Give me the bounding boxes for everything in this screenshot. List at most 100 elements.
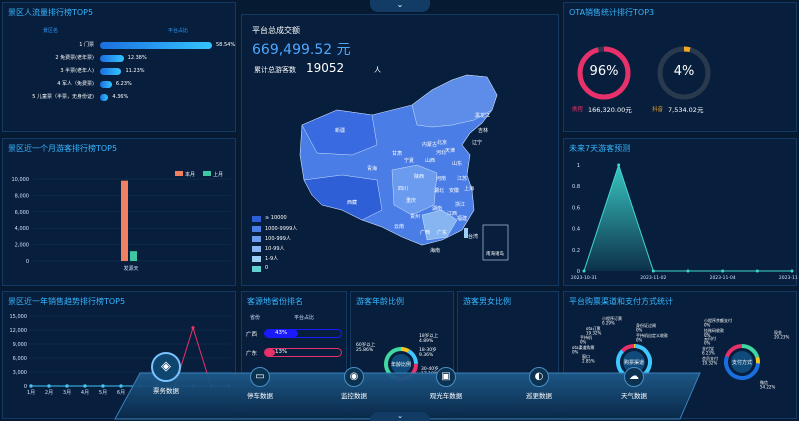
pie-slice — [725, 344, 743, 358]
payment-label: 支付宝 — [702, 345, 714, 351]
payment-label: 会员支付 — [702, 355, 718, 361]
pie-slice — [400, 347, 410, 353]
data-point — [65, 384, 69, 388]
dock-item-2[interactable]: ◉ 监控数据 — [328, 367, 380, 400]
channel-label: ota渠道购票 — [572, 344, 594, 350]
payment-label: 小程序余额支付 — [704, 317, 732, 323]
origin-name: 广东 — [246, 351, 258, 357]
map-legend-label: ≥ 10000 — [265, 215, 287, 221]
col-prov-header: 省份 — [250, 315, 261, 321]
dock-item-4[interactable]: ◐ 巡更数据 — [513, 367, 565, 400]
x-tick-label: 5月 — [99, 390, 107, 396]
ring-progress — [657, 46, 711, 100]
pie-slice — [741, 344, 760, 359]
total-amount: 669,499.52 元 — [252, 42, 351, 58]
month-visitor-panel: 景区近一个月游客排行榜TOP5 10,000 8,000 6,000 4,000 2,0… — [2, 138, 236, 286]
payment-pct: 0% — [704, 341, 711, 346]
top5-name: 2 免费票(老年票) — [55, 55, 94, 61]
map-legend-item: 10-99人 — [252, 245, 322, 255]
map-legend-swatch — [252, 246, 261, 252]
top5-row: 1 门票 58.54% — [3, 41, 237, 51]
province-label: 海南 — [430, 248, 441, 254]
dock-label: 停车数据 — [247, 392, 273, 400]
top5-row: 4 军人（免费票) 6.23% — [3, 80, 237, 90]
province-label: 天津 — [445, 148, 456, 154]
payment-pct: 54.22% — [760, 385, 775, 390]
china-map[interactable]: 南海诸岛 — [242, 15, 560, 287]
y-tick-label: 0.6 — [572, 205, 580, 211]
y-tick-label: 0.2 — [572, 248, 580, 254]
col-name-header: 景区名 — [43, 28, 59, 34]
top5-bar — [100, 94, 109, 101]
y-tick-label: 15,000 — [10, 314, 28, 320]
y-tick-label: 0 — [24, 384, 27, 390]
map-legend-item: 0 — [252, 265, 322, 275]
dock-item-0[interactable]: ◈ 票务数据 — [140, 352, 192, 395]
origin-bar-track: 43% — [264, 329, 342, 338]
legend-label: 本月 — [185, 171, 195, 178]
map-legend-swatch — [252, 226, 261, 232]
province-label: 河北 — [436, 150, 447, 156]
map-legend-label: 0 — [265, 265, 269, 271]
province-label: 湖北 — [434, 188, 445, 194]
map-legend-swatch — [252, 216, 261, 222]
channel-pct: 19.32% — [586, 331, 601, 336]
ota-pct: 96% — [589, 64, 619, 79]
y-tick-label: 6,000 — [13, 356, 27, 362]
dock-item-5[interactable]: ☁ 天气数据 — [608, 367, 660, 400]
dock-item-1[interactable]: ▭ 停车数据 — [234, 367, 286, 400]
ota-panel: OTA销售统计排行TOP3 96% 携程 166,320.00元 4% 抖音 7,534.… — [563, 2, 797, 132]
panel-title: 客源地省份排名 — [247, 297, 303, 306]
forecast-panel: 未来7天游客预测 1 0.8 0.6 0.4 0.2 0 2023-10-31 2023-11… — [563, 138, 798, 286]
bottom-collapse-tab[interactable]: ⌄ — [370, 412, 430, 421]
map-legend-swatch — [252, 236, 261, 242]
y-tick-label: 0.4 — [572, 227, 580, 233]
legend-swatch — [175, 171, 183, 176]
map-legend-item: 1000-9999人 — [252, 225, 322, 235]
top5-bar — [100, 55, 124, 62]
origin-name: 广西 — [246, 332, 258, 338]
channel-pct: 2.85% — [582, 359, 595, 364]
province-label: 云南 — [394, 224, 405, 230]
bar-上月 — [130, 251, 137, 261]
province-label: 浙江 — [455, 202, 466, 208]
channel-label: 窗口 — [582, 353, 590, 359]
y-tick-label: 6,000 — [15, 210, 29, 216]
x-tick-label: 2023-10-31 — [571, 275, 597, 281]
dock-label: 监控数据 — [341, 392, 367, 400]
total-label: 平台总成交额 — [252, 26, 300, 35]
province-label: 四川 — [398, 186, 409, 192]
origin-bar-fill — [265, 330, 298, 337]
top5-name: 1 门票 — [79, 42, 94, 48]
dock-item-3[interactable]: ▣ 观光车数据 — [420, 367, 472, 400]
top5-bar — [100, 42, 212, 49]
donut-center-label: 年龄比例 — [391, 361, 411, 368]
patrol-icon: ◐ — [529, 367, 549, 387]
province-label: 重庆 — [406, 198, 417, 204]
dock-label: 天气数据 — [621, 392, 647, 400]
age-label: 30-40岁 — [421, 365, 439, 372]
age-pct: 25.86% — [356, 347, 374, 353]
province-label: 山西 — [425, 158, 436, 164]
origin-pct: 13% — [275, 349, 288, 355]
payment-pct: 19.32% — [702, 361, 717, 366]
donut-center-label: 支付方式 — [732, 359, 752, 366]
payment-pct: 0% — [704, 333, 711, 338]
province-label: 河南 — [436, 176, 447, 182]
visitors-unit: 人 — [374, 66, 381, 74]
data-point — [790, 269, 794, 273]
y-tick-label: 9,000 — [13, 342, 27, 348]
age-label: 60岁以上 — [356, 341, 376, 348]
x-tick-label: 2023-11-04 — [710, 275, 736, 281]
province-label: 台湾 — [468, 234, 479, 240]
age-pct: 9.36% — [419, 352, 434, 358]
channel-label: ota订票 — [586, 325, 600, 331]
top-collapse-tab[interactable]: ⌄ — [370, 0, 430, 12]
pie-slice — [724, 355, 760, 380]
data-point — [191, 326, 195, 330]
province-label: 江西 — [447, 211, 458, 217]
province-label: 新疆 — [335, 128, 346, 134]
x-tick-label: 4月 — [81, 390, 89, 396]
ota-item: 4% 抖音 7,534.02元 — [652, 43, 734, 123]
province-label: 上海 — [464, 186, 475, 192]
